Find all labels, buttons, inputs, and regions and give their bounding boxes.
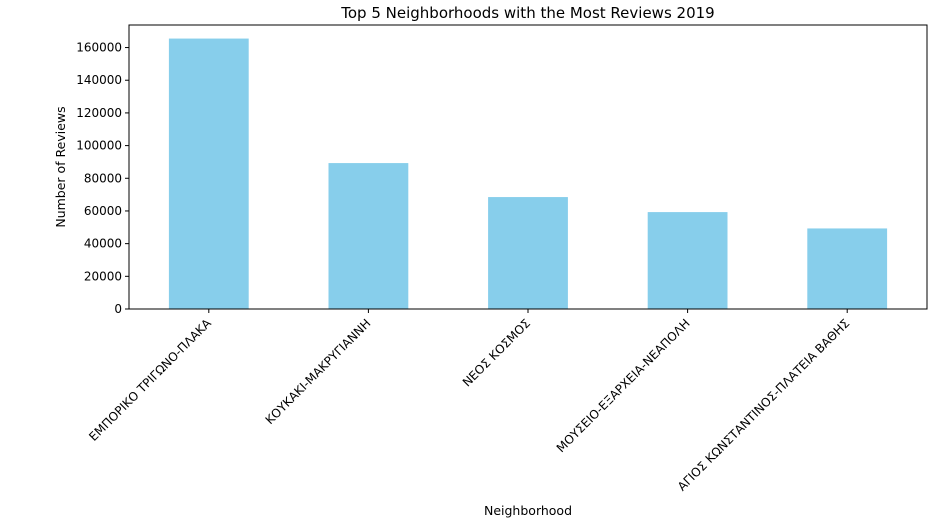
y-tick-label: 140000 xyxy=(76,73,122,87)
y-axis: 0 20000 40000 60000 80000 100000 120000 140000 1… xyxy=(76,41,129,316)
x-tick-label: ΕΜΠΟΡΙΚΟ ΤΡΙΓΩΝΟ-ΠΛΑΚΑ xyxy=(86,316,214,444)
bar xyxy=(488,197,568,309)
y-axis-label: Number of Reviews xyxy=(53,106,68,227)
y-tick-label: 80000 xyxy=(84,171,122,185)
x-axis-label: Neighborhood xyxy=(484,503,572,518)
chart-title: Top 5 Neighborhoods with the Most Review… xyxy=(340,4,714,22)
y-tick-label: 120000 xyxy=(76,106,122,120)
y-tick-label: 0 xyxy=(114,302,122,316)
x-tick-label: ΝΕΟΣ ΚΟΣΜΟΣ xyxy=(460,316,533,389)
bar xyxy=(328,163,409,309)
bar xyxy=(168,38,249,310)
y-tick-label: 160000 xyxy=(76,41,122,55)
y-tick-label: 60000 xyxy=(84,204,122,218)
y-tick-label: 20000 xyxy=(84,269,122,283)
plot-frame xyxy=(128,24,928,310)
y-tick-label: 40000 xyxy=(84,237,122,251)
bars-group xyxy=(168,38,888,310)
x-tick-label: ΚΟΥΚΑΚΙ-ΜΑΚΡΥΓΙΑΝΝΗ xyxy=(263,316,374,427)
bar xyxy=(647,212,728,309)
x-axis: ΕΜΠΟΡΙΚΟ ΤΡΙΓΩΝΟ-ΠΛΑΚΑ ΚΟΥΚΑΚΙ-ΜΑΚΡΥΓΙΑΝΝ… xyxy=(86,309,852,494)
bar xyxy=(807,228,888,309)
x-tick-label: ΑΓΙΟΣ ΚΩΝΣΤΑΝΤΙΝΟΣ-ΠΛΑΤΕΙΑ ΒΑΘΗΣ xyxy=(675,316,852,493)
x-tick-label: ΜΟΥΣΕΙΟ-ΕΞΑΡΧΕΙΑ-ΝΕΑΠΟΛΗ xyxy=(554,316,693,455)
y-tick-label: 100000 xyxy=(76,139,122,153)
